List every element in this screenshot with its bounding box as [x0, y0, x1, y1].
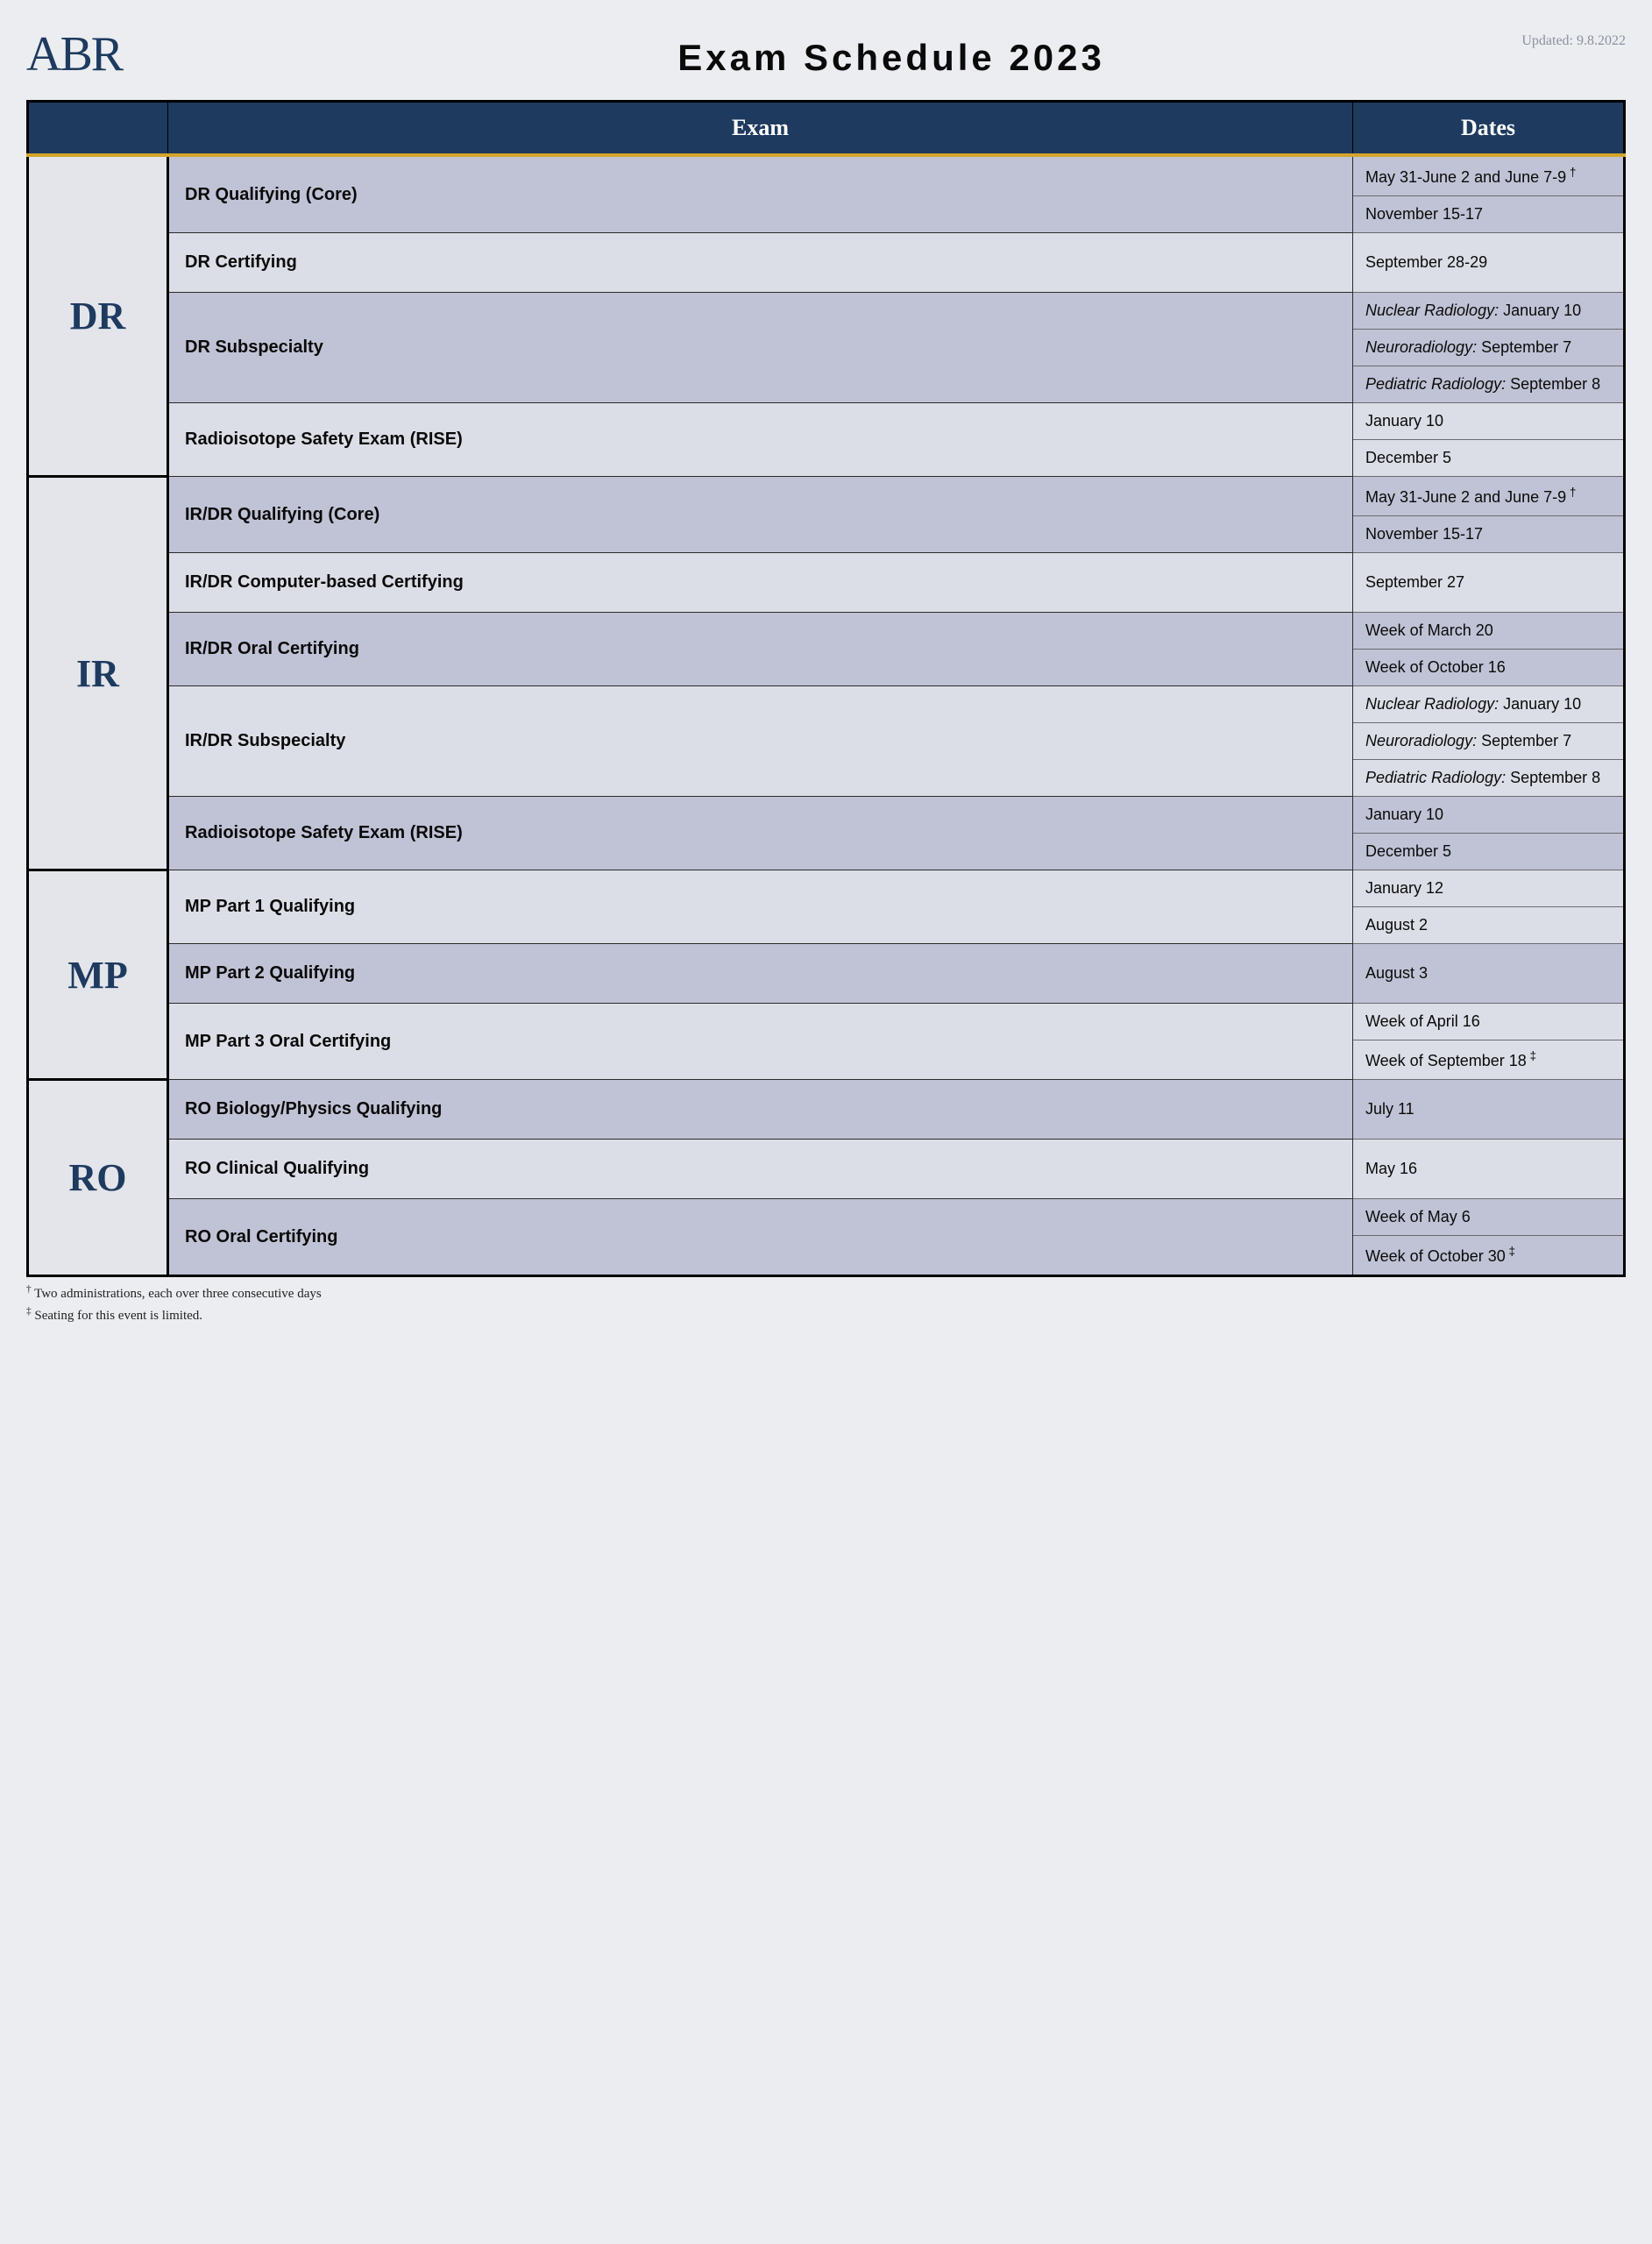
exam-name: DR Subspecialty — [168, 293, 1353, 403]
exam-name: RO Biology/Physics Qualifying — [168, 1080, 1353, 1140]
exam-date: May 16 — [1353, 1140, 1625, 1199]
exam-date: November 15-17 — [1353, 196, 1625, 233]
exam-name: IR/DR Oral Certifying — [168, 613, 1353, 686]
exam-name: IR/DR Computer-based Certifying — [168, 553, 1353, 613]
exam-date: December 5 — [1353, 834, 1625, 870]
column-header-dates: Dates — [1353, 102, 1625, 156]
exam-name: DR Certifying — [168, 233, 1353, 293]
exam-date: Neuroradiology: September 7 — [1353, 330, 1625, 366]
exam-name: MP Part 3 Oral Certifying — [168, 1004, 1353, 1080]
exam-date: September 28-29 — [1353, 233, 1625, 293]
exam-date: Pediatric Radiology: September 8 — [1353, 760, 1625, 797]
updated-date: Updated: 9.8.2022 — [1521, 33, 1626, 49]
exam-name: DR Qualifying (Core) — [168, 155, 1353, 233]
exam-date: Week of October 30 ‡ — [1353, 1236, 1625, 1276]
page-header: ABR Exam Schedule 2023 Updated: 9.8.2022 — [26, 26, 1626, 82]
exam-date: Pediatric Radiology: September 8 — [1353, 366, 1625, 403]
exam-schedule-table: Exam Dates DRDR Qualifying (Core)May 31-… — [26, 100, 1626, 1277]
column-header-exam: Exam — [168, 102, 1353, 156]
section-label-ir: IR — [28, 477, 168, 870]
exam-date: Nuclear Radiology: January 10 — [1353, 686, 1625, 723]
exam-date: Week of September 18 ‡ — [1353, 1040, 1625, 1080]
exam-name: RO Oral Certifying — [168, 1199, 1353, 1276]
footnote-dagger: † Two administrations, each over three c… — [26, 1282, 1626, 1304]
exam-name: Radioisotope Safety Exam (RISE) — [168, 797, 1353, 870]
exam-date: January 10 — [1353, 797, 1625, 834]
exam-date: May 31-June 2 and June 7-9 † — [1353, 477, 1625, 516]
exam-date: December 5 — [1353, 440, 1625, 477]
column-header-blank — [28, 102, 168, 156]
footnotes: † Two administrations, each over three c… — [26, 1282, 1626, 1325]
page-title: Exam Schedule 2023 — [157, 37, 1626, 79]
exam-date: January 12 — [1353, 870, 1625, 907]
exam-date: November 15-17 — [1353, 516, 1625, 553]
exam-name: MP Part 1 Qualifying — [168, 870, 1353, 944]
exam-name: Radioisotope Safety Exam (RISE) — [168, 403, 1353, 477]
section-label-dr: DR — [28, 155, 168, 477]
footnote-ddagger: ‡ Seating for this event is limited. — [26, 1304, 1626, 1326]
exam-date: Neuroradiology: September 7 — [1353, 723, 1625, 760]
exam-date: July 11 — [1353, 1080, 1625, 1140]
exam-date: Week of October 16 — [1353, 650, 1625, 686]
exam-date: August 3 — [1353, 944, 1625, 1004]
exam-name: MP Part 2 Qualifying — [168, 944, 1353, 1004]
exam-date: Nuclear Radiology: January 10 — [1353, 293, 1625, 330]
exam-date: August 2 — [1353, 907, 1625, 944]
exam-date: January 10 — [1353, 403, 1625, 440]
exam-date: September 27 — [1353, 553, 1625, 613]
exam-date: Week of March 20 — [1353, 613, 1625, 650]
exam-date: May 31-June 2 and June 7-9 † — [1353, 155, 1625, 196]
section-label-ro: RO — [28, 1080, 168, 1276]
exam-date: Week of April 16 — [1353, 1004, 1625, 1040]
exam-date: Week of May 6 — [1353, 1199, 1625, 1236]
abr-logo: ABR — [26, 26, 122, 82]
exam-name: IR/DR Qualifying (Core) — [168, 477, 1353, 553]
exam-name: IR/DR Subspecialty — [168, 686, 1353, 797]
section-label-mp: MP — [28, 870, 168, 1080]
exam-name: RO Clinical Qualifying — [168, 1140, 1353, 1199]
